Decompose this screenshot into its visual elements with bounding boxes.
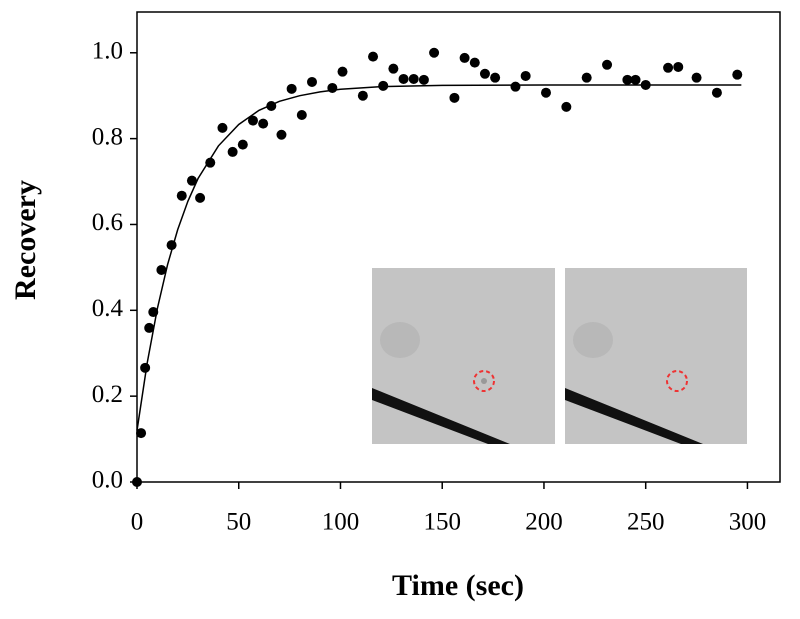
inset-images — [372, 268, 747, 444]
data-point — [156, 264, 167, 275]
data-point — [711, 87, 722, 98]
data-point — [166, 240, 177, 251]
data-point — [602, 59, 613, 70]
data-point — [520, 70, 531, 81]
bleach-spot — [473, 370, 495, 392]
data-point — [691, 72, 702, 83]
x-tick-label: 250 — [627, 509, 665, 536]
inset-stripe — [372, 388, 510, 444]
x-tick-label: 50 — [226, 509, 251, 536]
data-point — [368, 51, 379, 62]
x-tick-label: 0 — [131, 509, 144, 536]
data-point — [357, 90, 368, 101]
inset-shadow — [573, 322, 613, 358]
y-axis-label: Recovery — [9, 180, 42, 300]
y-tick-label: 0.6 — [92, 209, 123, 236]
data-point — [132, 477, 142, 487]
y-tick-label: 0.8 — [92, 123, 123, 150]
y-tick-label: 0.4 — [92, 295, 124, 322]
data-point — [732, 69, 743, 80]
data-point — [540, 87, 551, 98]
fit-line — [136, 84, 742, 431]
data-point — [378, 80, 389, 91]
data-point — [479, 68, 490, 79]
data-point — [247, 115, 258, 126]
x-axis-label: Time (sec) — [392, 569, 524, 602]
data-point — [581, 72, 592, 83]
data-point — [327, 82, 338, 93]
data-point — [561, 101, 572, 112]
inset-shadow — [380, 322, 420, 358]
data-point — [449, 92, 460, 103]
data-point — [186, 175, 197, 186]
data-point — [337, 66, 348, 77]
data-point — [490, 72, 501, 83]
bleach-spot — [666, 370, 688, 392]
data-point — [136, 428, 147, 439]
data-point — [408, 73, 419, 84]
data-point — [276, 129, 287, 140]
data-point — [418, 74, 429, 85]
data-point — [388, 63, 399, 74]
data-point — [195, 192, 206, 203]
x-tick-label: 200 — [525, 509, 563, 536]
data-point — [286, 83, 297, 94]
data-point — [227, 146, 238, 157]
data-point — [673, 61, 684, 72]
x-tick-label: 150 — [423, 509, 461, 536]
data-point — [217, 122, 228, 133]
data-point — [205, 157, 216, 168]
data-point — [510, 81, 521, 92]
data-point — [630, 74, 641, 85]
data-point — [296, 110, 307, 121]
y-tick-label: 0.0 — [92, 467, 123, 494]
data-point — [398, 73, 409, 84]
data-point — [459, 52, 470, 63]
data-point — [144, 322, 155, 333]
plot-frame — [136, 11, 781, 483]
y-tick-label: 0.2 — [92, 381, 123, 408]
data-point — [148, 307, 159, 318]
data-point — [140, 362, 151, 373]
bleach-spot-center — [481, 378, 487, 384]
data-point — [429, 47, 440, 58]
data-point — [258, 118, 269, 129]
x-tick-label: 100 — [322, 509, 360, 536]
y-tick-label: 1.0 — [92, 38, 123, 65]
inset-stripe — [565, 388, 703, 444]
data-point — [176, 190, 187, 201]
data-point — [266, 101, 277, 111]
data-point — [237, 139, 248, 150]
x-tick-label: 300 — [729, 509, 767, 536]
data-point — [622, 74, 633, 85]
data-point — [640, 79, 651, 90]
data-point — [306, 76, 317, 87]
data-point — [469, 57, 480, 68]
data-point — [663, 62, 674, 73]
